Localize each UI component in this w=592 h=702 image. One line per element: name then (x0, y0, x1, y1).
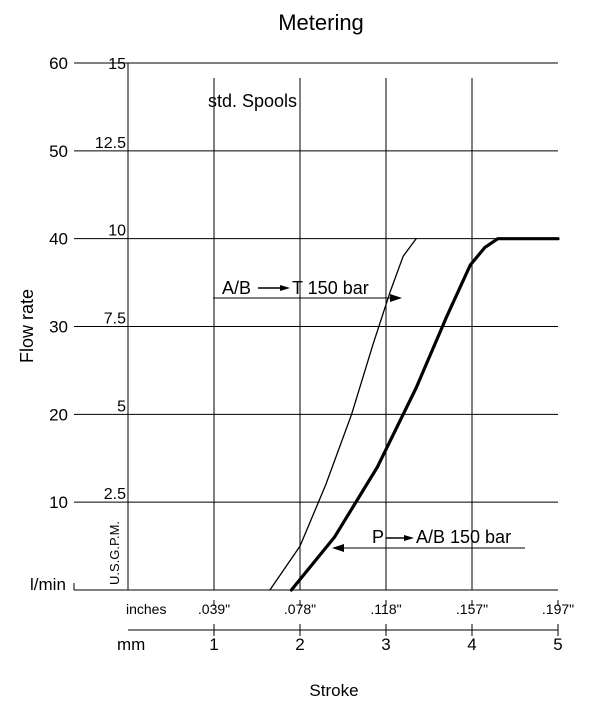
p-ab-label-prefix: P (372, 527, 384, 547)
data-series (269, 237, 560, 592)
usgpm-unit-label: U.S.G.P.M. (107, 521, 122, 585)
y-tick-label-lmin: 20 (49, 405, 68, 424)
x-tick-label-inches: .118" (370, 601, 401, 617)
inches-unit-label: inches (126, 601, 166, 617)
x-tick-label-inches: .197" (542, 601, 574, 617)
lmin-unit-label: l/min (30, 575, 66, 594)
x-tick-label-mm: 2 (295, 635, 304, 654)
series-line-0 (269, 238, 417, 591)
y-tick-label-lmin: 10 (49, 493, 68, 512)
grid-lines (128, 62, 558, 590)
chart-title: Metering (278, 10, 364, 35)
series-line-1 (289, 237, 560, 592)
ab-t-label-prefix: A/B (222, 278, 251, 298)
y-tick-label-usgpm: 15 (108, 56, 126, 73)
y-axis-label: Flow rate (17, 289, 37, 363)
y-tick-label-usgpm: 5 (117, 398, 126, 415)
y-tick-label-usgpm: 12.5 (95, 135, 126, 152)
ab-t-inline-arrowhead (280, 285, 290, 291)
y-tick-label-lmin: 60 (49, 54, 68, 73)
x-tick-label-inches: .039" (198, 601, 230, 617)
axes (73, 62, 559, 636)
x-tick-label-mm: 4 (467, 635, 476, 654)
std-spools-annotation: std. Spools (208, 91, 297, 111)
y-tick-label-lmin: 40 (49, 230, 68, 249)
mm-unit-label: mm (117, 635, 145, 654)
ab-t-leader-arrowhead (390, 294, 402, 302)
x-tick-label-inches: .157" (456, 601, 488, 617)
y-tick-label-usgpm: 2.5 (104, 486, 126, 503)
p-ab-label-suffix: A/B 150 bar (416, 527, 511, 547)
y-tick-label-usgpm: 7.5 (104, 311, 126, 328)
x-tick-label-inches: .078" (284, 601, 316, 617)
ab-t-label-suffix: T 150 bar (292, 278, 369, 298)
p-ab-leader-arrowhead (332, 544, 344, 552)
x-tick-label-mm: 5 (553, 635, 562, 654)
p-ab-inline-arrowhead (404, 535, 414, 541)
x-tick-label-mm: 1 (209, 635, 218, 654)
x-axis-label: Stroke (309, 681, 358, 700)
x-tick-label-mm: 3 (381, 635, 390, 654)
y-tick-label-usgpm: 10 (108, 223, 126, 240)
tick-labels: 10 2.5 20 5 30 7.5 40 10 50 12.5 60 15 .039" 1 .078" 2.… (49, 54, 574, 654)
y-tick-label-lmin: 30 (49, 318, 68, 337)
y-tick-label-lmin: 50 (49, 142, 68, 161)
